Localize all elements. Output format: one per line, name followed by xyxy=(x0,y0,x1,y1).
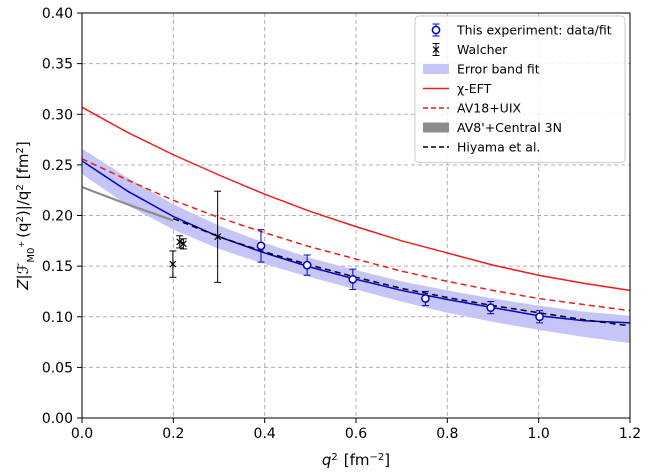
x-tick-label: 0.8 xyxy=(436,426,458,442)
legend-entry-walcher: Walcher xyxy=(432,42,508,57)
legend-label: χ-EFT xyxy=(457,81,492,96)
legend-label: This experiment: data/fit xyxy=(456,23,612,38)
experiment-marker xyxy=(535,312,544,322)
legend-box xyxy=(414,15,626,163)
experiment-point xyxy=(486,301,496,315)
x-tick-label: 0.0 xyxy=(71,426,93,442)
legend-label: Error band fit xyxy=(457,62,540,77)
legend-entry-band: Error band fit xyxy=(423,62,540,77)
y-tick-label: 0.30 xyxy=(42,107,73,123)
av18-curve xyxy=(81,158,631,312)
legend-entry-av8: AV8'+Central 3N xyxy=(423,120,562,135)
legend-label: AV8'+Central 3N xyxy=(457,120,562,135)
experiment-point xyxy=(535,310,544,324)
legend-entry-av18: AV18+UIX xyxy=(423,101,522,116)
walcher-marker xyxy=(179,240,187,248)
y-tick-label: 0.10 xyxy=(42,310,73,326)
legend-entry-experiment: This experiment: data/fit xyxy=(431,23,612,38)
legend-swatch xyxy=(431,25,441,35)
walcher-point xyxy=(214,190,222,283)
legend-swatch xyxy=(432,46,440,53)
error-band xyxy=(82,148,630,344)
chi-eft-curve xyxy=(81,106,631,292)
data-points xyxy=(169,190,544,324)
y-tick-label: 0.20 xyxy=(42,209,73,225)
legend-entry-hiyama: Hiyama et al. xyxy=(423,140,540,155)
walcher-marker xyxy=(169,260,177,268)
experiment-point xyxy=(348,268,358,290)
legend-swatch xyxy=(423,122,449,133)
experiment-marker xyxy=(348,274,358,284)
walcher-marker xyxy=(214,233,222,241)
x-tick-label: 0.2 xyxy=(162,426,184,442)
y-tick-label: 0.00 xyxy=(42,411,73,427)
x-tick-label: 0.4 xyxy=(254,426,276,442)
experiment-point xyxy=(256,229,266,263)
x-tick-label: 1.2 xyxy=(619,426,641,442)
legend-swatch xyxy=(423,64,449,74)
walcher-marker xyxy=(176,238,184,246)
experiment-point xyxy=(302,254,312,276)
y-axis-label: Z|ℱM0+(q2)|/q2[fm2] xyxy=(14,141,37,290)
hiyama-curve xyxy=(173,217,631,327)
experiment-point xyxy=(421,290,430,307)
av8-curve xyxy=(81,186,174,222)
y-tick-label: 0.15 xyxy=(42,259,73,275)
walcher-point xyxy=(176,235,184,249)
walcher-point xyxy=(169,250,177,278)
legend: This experiment: data/fit Walcher Error ba… xyxy=(414,15,626,163)
axis-ticks: 0.0 0.2 0.4 0.6 0.8 1.0 1.2 0.00 0.05 0.10 0.15 0.2… xyxy=(42,6,641,442)
error-band-area xyxy=(82,148,630,344)
y-tick-label: 0.40 xyxy=(42,6,73,22)
y-tick-label: 0.25 xyxy=(42,158,73,174)
y-tick-label: 0.05 xyxy=(42,360,73,376)
experiment-marker xyxy=(302,260,312,270)
y-tick-label: 0.35 xyxy=(42,57,73,73)
x-tick-label: 1.0 xyxy=(528,426,550,442)
legend-label: Walcher xyxy=(457,42,508,57)
x-axis-label: q2 [fm−2] xyxy=(322,451,390,469)
legend-label: Hiyama et al. xyxy=(457,140,540,155)
legend-label: AV18+UIX xyxy=(457,101,522,116)
x-tick-label: 0.6 xyxy=(345,426,367,442)
walcher-point xyxy=(179,238,187,250)
experiment-marker xyxy=(486,303,496,312)
legend-entry-chi_eft: χ-EFT xyxy=(423,81,492,96)
experiment-marker xyxy=(421,294,430,303)
fit-curve xyxy=(81,160,631,324)
experiment-marker xyxy=(256,241,266,251)
